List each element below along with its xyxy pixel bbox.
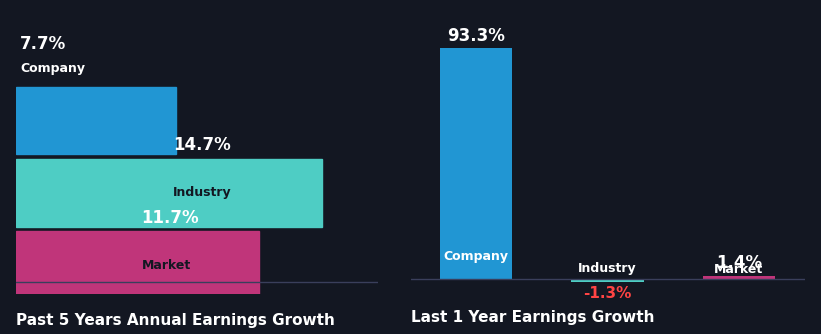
FancyArrow shape xyxy=(16,159,322,226)
Text: Company: Company xyxy=(20,62,85,75)
Text: -1.3%: -1.3% xyxy=(584,286,631,301)
Text: Past 5 Years Annual Earnings Growth: Past 5 Years Annual Earnings Growth xyxy=(16,313,335,328)
Text: Industry: Industry xyxy=(172,186,232,199)
Text: Industry: Industry xyxy=(578,263,637,275)
Text: Company: Company xyxy=(443,250,509,263)
Text: Market: Market xyxy=(141,259,190,272)
Text: 1.4%: 1.4% xyxy=(716,254,762,272)
Bar xyxy=(703,276,775,279)
Text: 14.7%: 14.7% xyxy=(172,137,231,154)
Text: Last 1 Year Earnings Growth: Last 1 Year Earnings Growth xyxy=(410,310,654,325)
Text: 11.7%: 11.7% xyxy=(141,209,200,226)
Bar xyxy=(440,48,512,279)
Text: Market: Market xyxy=(714,264,764,277)
Bar xyxy=(571,279,644,282)
FancyArrow shape xyxy=(16,87,177,154)
Text: 93.3%: 93.3% xyxy=(447,26,505,44)
FancyArrow shape xyxy=(16,231,259,299)
Text: 7.7%: 7.7% xyxy=(20,35,67,53)
